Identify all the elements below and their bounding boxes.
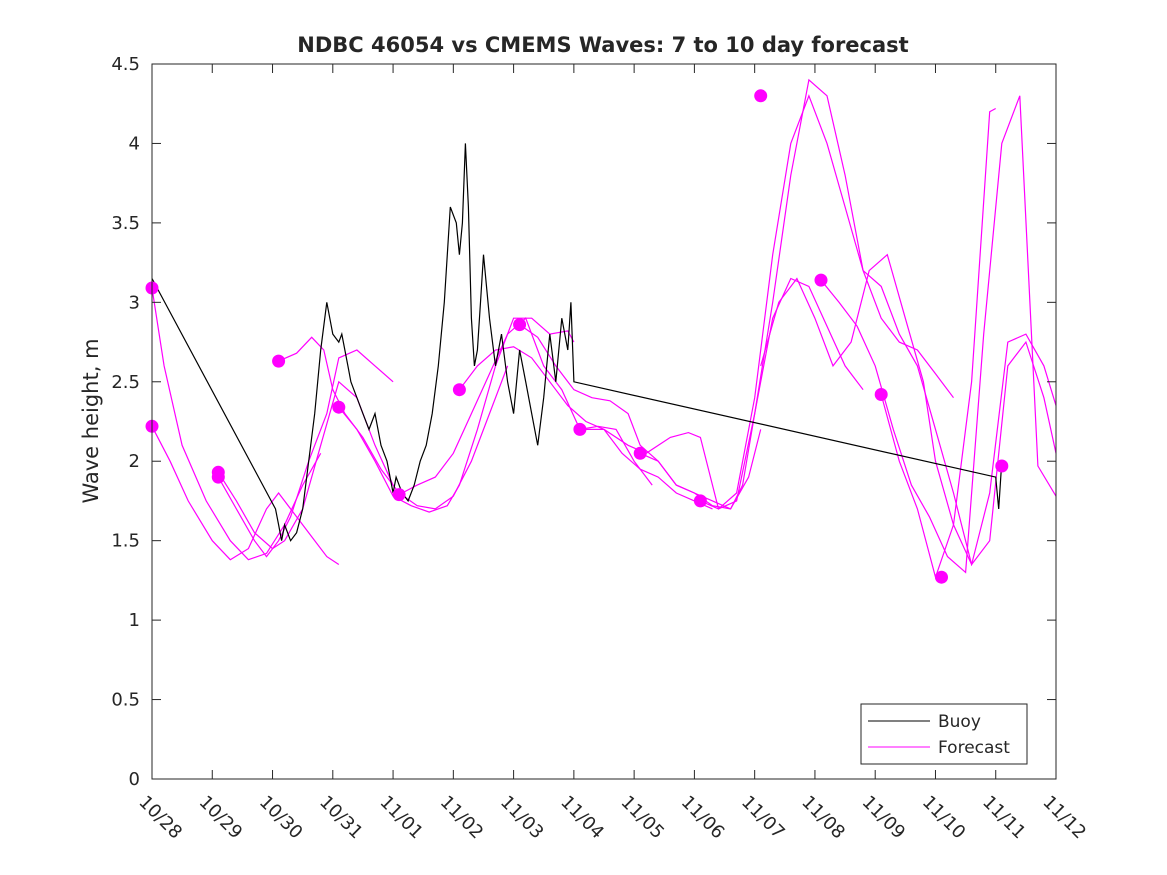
forecast-marker-10 <box>633 446 647 460</box>
x-tick-label: 11/10 <box>918 792 970 844</box>
x-tick-label: 11/12 <box>1038 792 1090 844</box>
forecast-line-10 <box>579 277 864 510</box>
y-tick-label: 1.5 <box>111 531 140 552</box>
legend: Buoy Forecast <box>860 703 1028 765</box>
forecast-marker-16 <box>995 459 1009 473</box>
y-tick-label: 2.5 <box>111 372 140 393</box>
y-tick-label: 2 <box>129 451 140 472</box>
forecast-line-13 <box>760 253 1057 567</box>
forecast-marker-3 <box>211 470 225 484</box>
y-tick-label: 4.5 <box>111 54 140 75</box>
forecast-line-12 <box>700 94 1057 566</box>
forecast-line-4 <box>217 349 394 558</box>
x-tick-label: 11/01 <box>376 792 428 844</box>
forecast-line-14 <box>820 95 1057 574</box>
forecast-marker-12 <box>754 89 768 103</box>
x-tick-label: 10/30 <box>255 792 307 844</box>
y-tick-label: 0.5 <box>111 690 140 711</box>
forecast-marker-11 <box>693 494 707 508</box>
forecast-line-8 <box>458 346 713 510</box>
forecast-marker-5 <box>332 400 346 414</box>
x-tick-label: 10/31 <box>315 792 367 844</box>
y-axis-label: Wave height, m <box>79 338 103 503</box>
forecast-line-7 <box>398 317 653 496</box>
x-tick-label: 11/07 <box>737 792 789 844</box>
legend-box <box>860 703 1028 765</box>
y-tick-label: 3 <box>129 292 140 313</box>
legend-label-forecast: Forecast <box>938 738 1010 758</box>
x-tick-label: 11/09 <box>858 792 910 844</box>
y-tick-label: 4 <box>129 133 140 154</box>
y-tick-label: 3.5 <box>111 213 140 234</box>
forecast-line-1 <box>151 287 322 561</box>
forecast-line-11 <box>639 78 954 510</box>
forecast-marker-6 <box>392 488 406 502</box>
forecast-marker-4 <box>272 354 286 368</box>
forecast-line-6 <box>338 317 575 513</box>
forecast-marker-14 <box>874 388 888 401</box>
forecast-marker-8 <box>513 318 527 332</box>
buoy-line <box>151 143 1003 542</box>
forecast-line-15 <box>880 107 996 580</box>
x-tick-label: 11/02 <box>436 792 488 844</box>
forecast-marker-15 <box>935 570 948 584</box>
x-tick-label: 11/06 <box>677 792 729 844</box>
plot-frame <box>151 63 1057 780</box>
x-tick-label: 10/28 <box>134 792 186 844</box>
forecast-line-5 <box>278 336 509 510</box>
chart-title: NDBC 46054 vs CMEMS Waves: 7 to 10 day f… <box>297 33 908 57</box>
plot-markers <box>145 89 1009 584</box>
y-tick-label: 1 <box>129 610 140 631</box>
y-axis: 0 0.5 1 1.5 2 2.5 3 3.5 4 4.5 <box>111 54 1056 790</box>
forecast-marker-9 <box>573 422 587 436</box>
x-tick-label: 11/11 <box>978 792 1030 844</box>
y-tick-label: 0 <box>129 769 140 790</box>
legend-label-buoy: Buoy <box>938 712 981 732</box>
forecast-line-9 <box>519 324 762 510</box>
x-tick-label: 11/08 <box>797 792 849 844</box>
forecast-line-2 <box>151 426 340 566</box>
x-tick-label: 11/04 <box>556 792 608 844</box>
forecast-marker-13 <box>814 273 828 287</box>
plot-lines <box>151 78 1057 580</box>
x-tick-label: 11/03 <box>496 792 548 844</box>
x-tick-label: 11/05 <box>617 792 669 844</box>
x-tick-label: 10/29 <box>195 792 247 844</box>
forecast-marker-7 <box>452 383 466 397</box>
